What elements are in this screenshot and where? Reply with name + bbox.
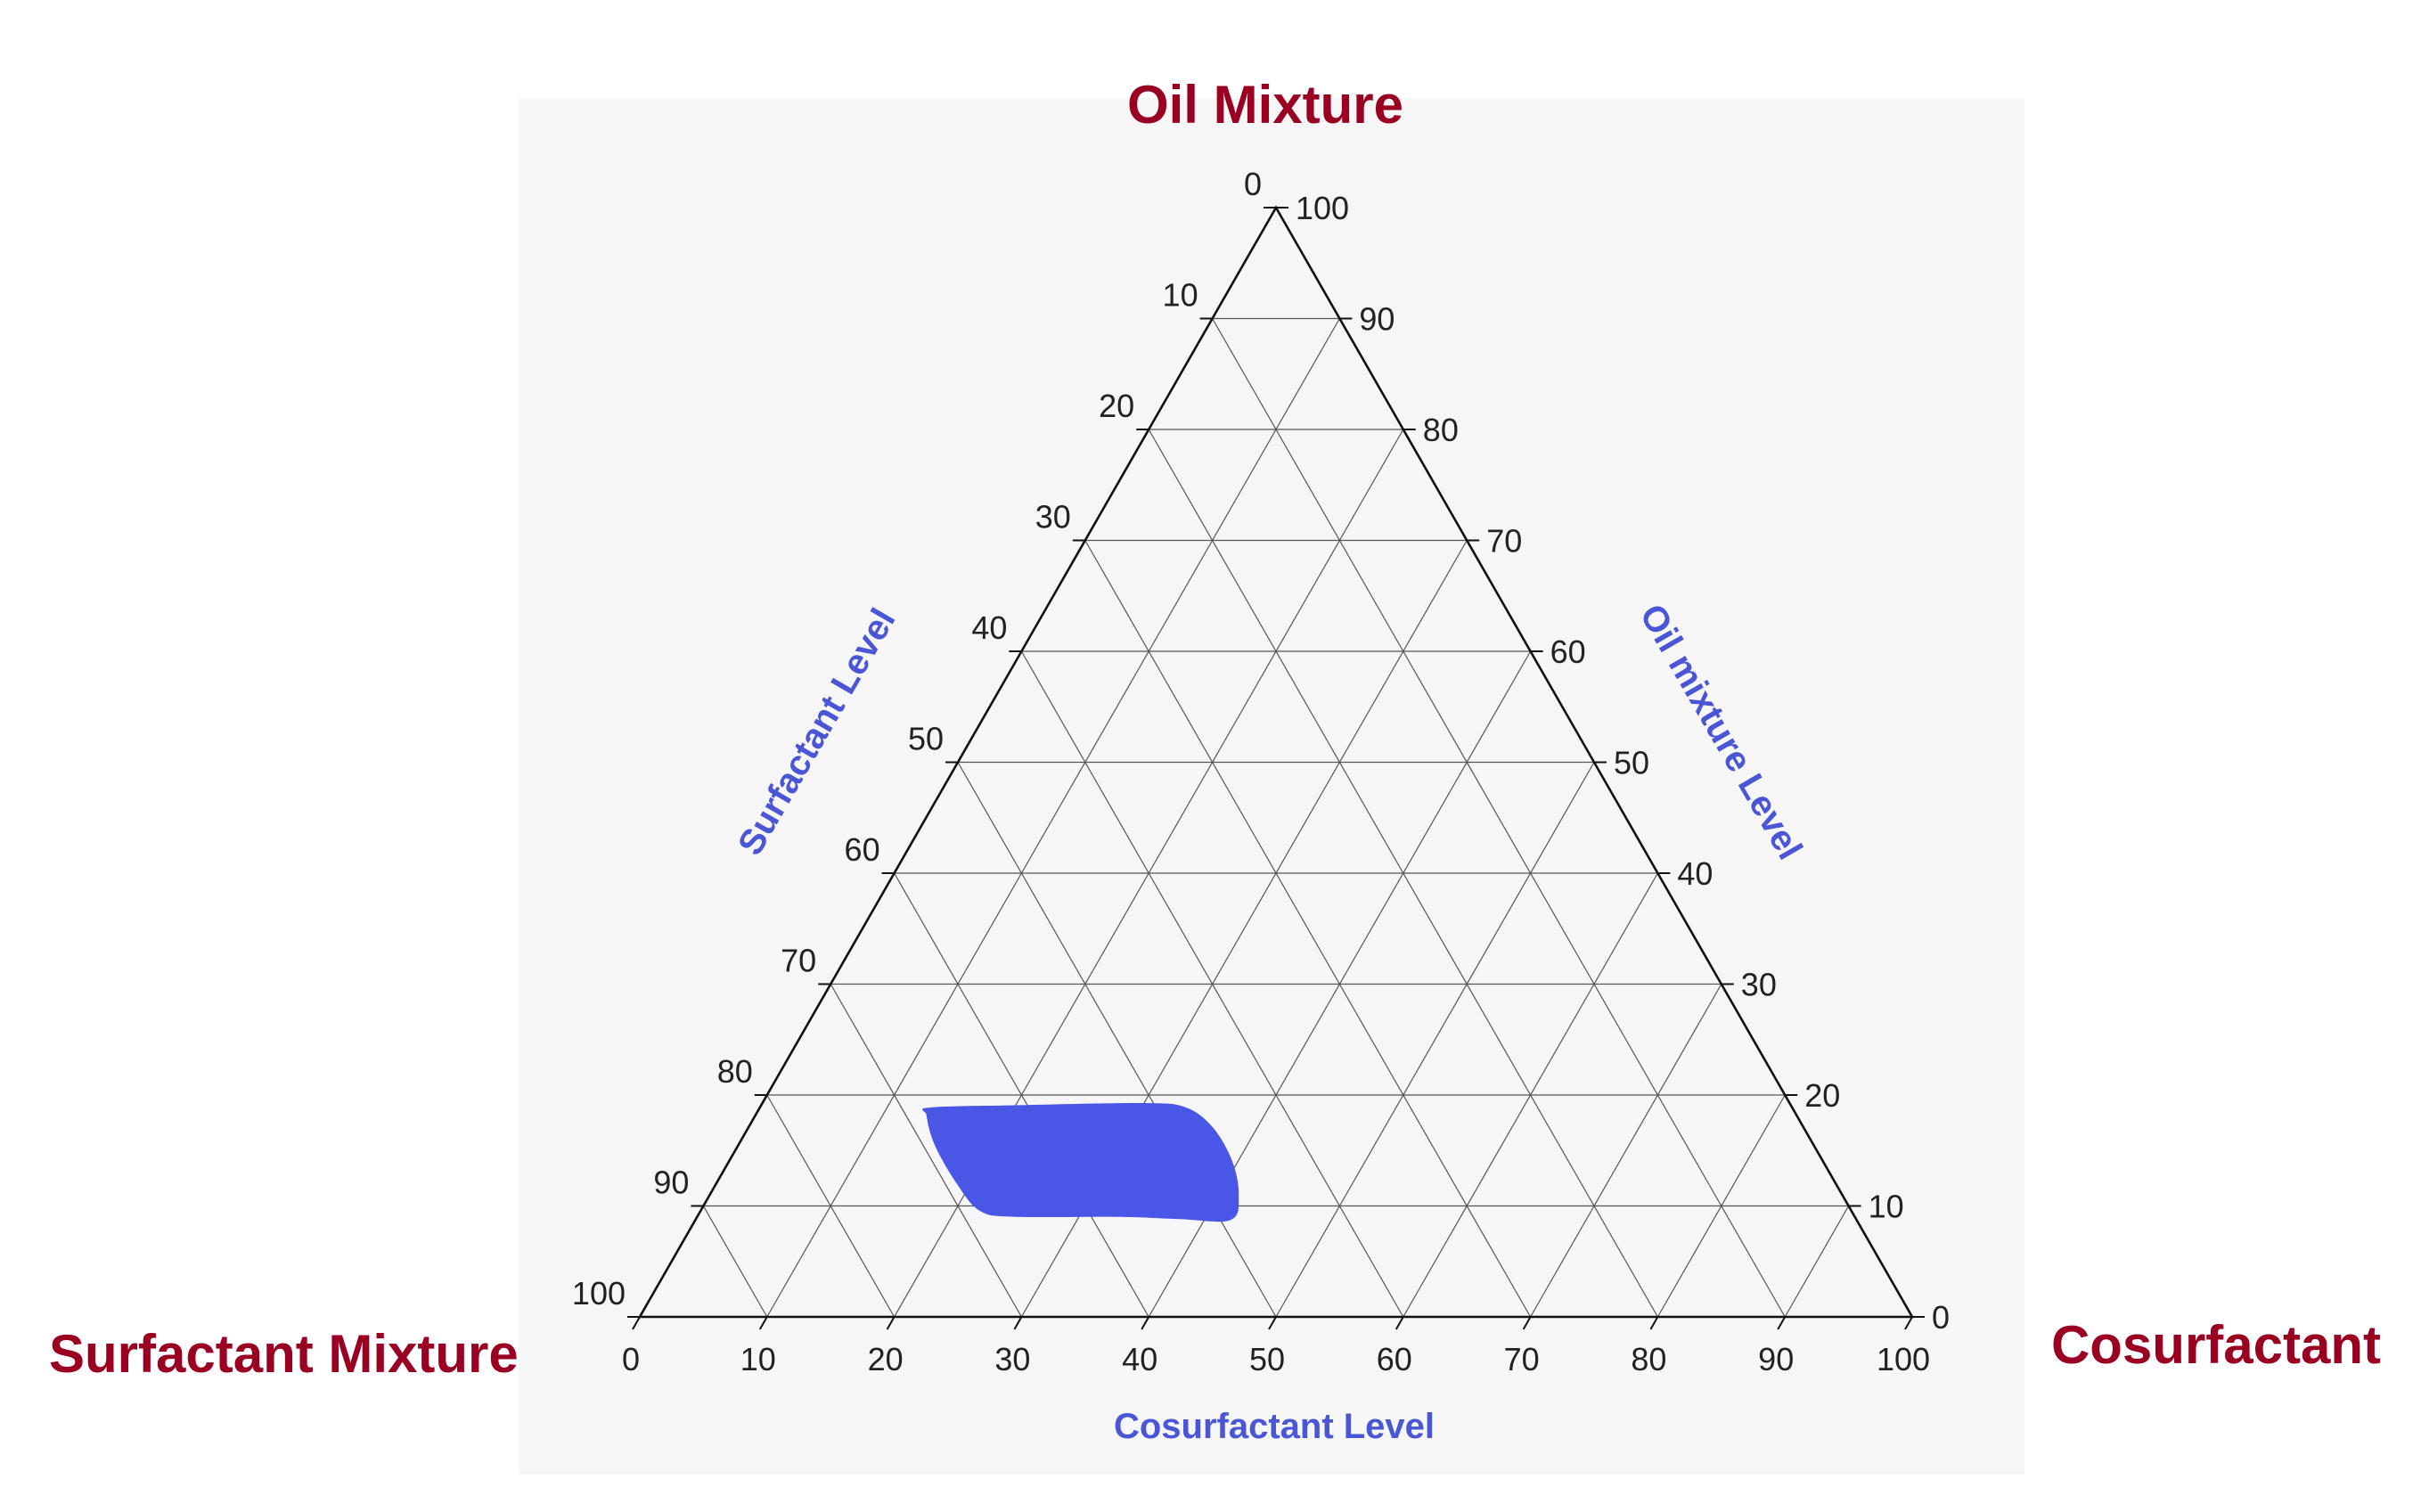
vertex-label-cosurfactant: Cosurfactant: [2051, 1315, 2381, 1375]
tick-label-bottom-30: 30: [994, 1341, 1030, 1377]
tick-label-left-30: 30: [1035, 499, 1071, 535]
tick-labels: 0100010901020802030703040604050505060406…: [572, 166, 1950, 1377]
tick-bottom-100: [1904, 1316, 1913, 1330]
tick-label-bottom-80: 80: [1631, 1341, 1666, 1377]
tick-label-left-20: 20: [1099, 388, 1134, 424]
tick-label-left-100: 100: [572, 1275, 626, 1312]
tick-bottom-40: [1141, 1316, 1150, 1330]
grid-line-cosurfactant-70: [1530, 984, 1722, 1318]
tick-label-left-90: 90: [653, 1165, 689, 1201]
tick-label-left-10: 10: [1163, 277, 1198, 314]
tick-label-bottom-40: 40: [1122, 1341, 1157, 1377]
tick-label-right-50: 50: [1614, 745, 1649, 781]
tick-label-bottom-10: 10: [740, 1341, 776, 1377]
tick-label-bottom-90: 90: [1758, 1341, 1794, 1377]
tick-label-bottom-70: 70: [1504, 1341, 1540, 1377]
plot-background: [519, 98, 2024, 1475]
tick-label-left-70: 70: [781, 943, 816, 979]
tick-label-left-40: 40: [971, 609, 1007, 646]
tick-label-bottom-60: 60: [1377, 1341, 1412, 1377]
vertex-label-surfactant-mixture: Surfactant Mixture: [49, 1324, 519, 1384]
tick-bottom-90: [1777, 1316, 1787, 1330]
tick-label-bottom-100: 100: [1877, 1341, 1930, 1377]
tick-label-bottom-0: 0: [622, 1341, 640, 1377]
tick-bottom-30: [1013, 1316, 1023, 1330]
microemulsion-region: [922, 1102, 1239, 1222]
grid-line-cosurfactant-80: [1656, 1094, 1786, 1318]
tick-bottom-60: [1395, 1316, 1404, 1330]
grid-line-surfactant-60: [894, 872, 1149, 1318]
tick-label-right-70: 30: [1741, 967, 1777, 1003]
tick-bottom-80: [1649, 1316, 1659, 1330]
tick-label-right-0: 100: [1296, 190, 1349, 226]
grid-line-surfactant-80: [766, 1094, 896, 1318]
tick-label-right-10: 90: [1359, 301, 1395, 338]
tick-bottom-20: [886, 1316, 896, 1330]
microemulsion-region-layer: [922, 1102, 1239, 1222]
tick-label-right-80: 20: [1804, 1077, 1840, 1114]
grid-line-cosurfactant-50: [1275, 762, 1595, 1318]
tick-label-left-80: 80: [717, 1053, 753, 1090]
tick-marks: [627, 207, 1925, 1330]
tick-label-right-20: 80: [1423, 412, 1459, 448]
grid-line-surfactant-10: [1212, 318, 1786, 1318]
tick-label-right-40: 60: [1550, 633, 1586, 670]
tick-label-bottom-50: 50: [1249, 1341, 1285, 1377]
grid-line-cosurfactant-10: [766, 318, 1340, 1318]
tick-bottom-0: [632, 1316, 641, 1330]
grid-line-surfactant-90: [702, 1206, 768, 1318]
tick-label-left-60: 60: [845, 831, 880, 868]
tick-label-left-50: 50: [908, 721, 944, 757]
axis-label-cosurfactant-level: Cosurfactant Level: [1114, 1407, 1435, 1446]
tick-label-right-90: 10: [1869, 1189, 1904, 1225]
tick-label-bottom-20: 20: [868, 1341, 904, 1377]
grid-line-cosurfactant-90: [1784, 1206, 1850, 1318]
vertex-label-oil-mixture: Oil Mixture: [1127, 75, 1403, 135]
tick-label-right-30: 70: [1486, 523, 1522, 560]
grid-line-surfactant-70: [830, 984, 1022, 1318]
grid-line-cosurfactant-60: [1403, 872, 1658, 1318]
tick-label-right-100: 0: [1932, 1299, 1950, 1336]
grid-line-surfactant-50: [957, 762, 1277, 1318]
tick-label-left-0: 0: [1244, 166, 1262, 202]
grid-line-surfactant-30: [1084, 540, 1532, 1318]
tick-bottom-70: [1522, 1316, 1532, 1330]
tick-bottom-50: [1268, 1316, 1277, 1330]
tick-bottom-10: [758, 1316, 768, 1330]
tick-label-right-60: 40: [1677, 855, 1713, 892]
